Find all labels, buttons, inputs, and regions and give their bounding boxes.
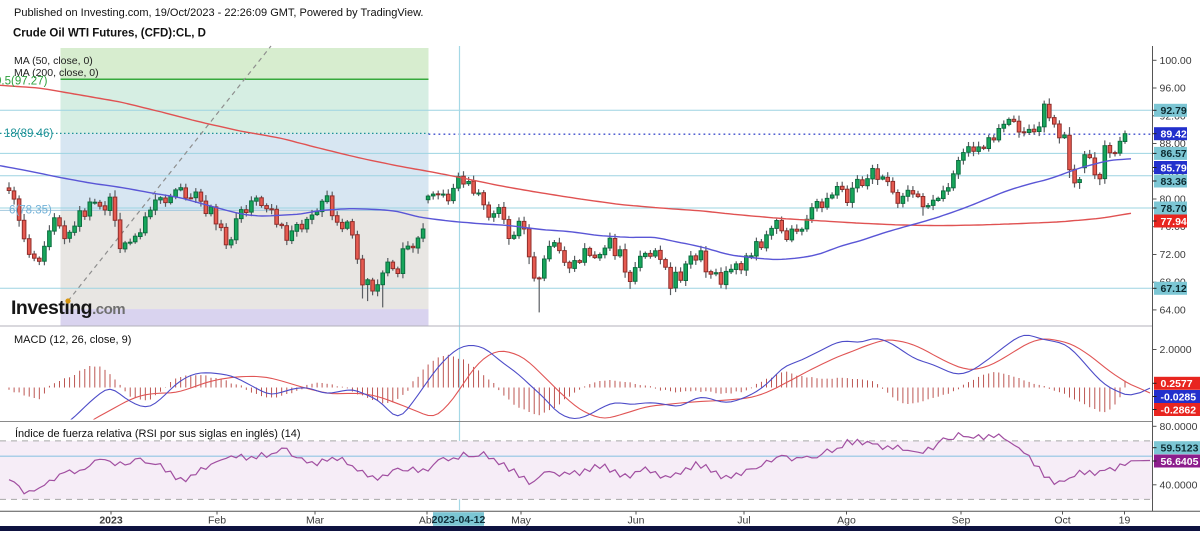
svg-text:Ago: Ago — [837, 515, 856, 527]
svg-text:Jul: Jul — [737, 515, 750, 527]
svg-text:6(78.35): 6(78.35) — [9, 205, 52, 217]
svg-text:Abr: Abr — [419, 515, 436, 527]
svg-text:Feb: Feb — [208, 515, 226, 527]
svg-text:-0.2862: -0.2862 — [1161, 404, 1197, 416]
svg-text:85.79: 85.79 — [1161, 162, 1187, 174]
svg-text:MA (50, close, 0): MA (50, close, 0) — [14, 55, 93, 67]
svg-text:56.6405: 56.6405 — [1161, 456, 1199, 468]
svg-text:Investing.com: Investing.com — [11, 297, 125, 319]
svg-text:Jun: Jun — [628, 515, 645, 527]
svg-text:Índice de fuerza relativa (RSI: Índice de fuerza relativa (RSI por sus s… — [15, 427, 301, 440]
svg-text:40.0000: 40.0000 — [1160, 479, 1198, 491]
svg-text:78.70: 78.70 — [1161, 203, 1187, 215]
svg-text:96.00: 96.00 — [1160, 83, 1186, 95]
svg-text:2023: 2023 — [99, 515, 123, 527]
svg-text:2.0000: 2.0000 — [1160, 344, 1192, 356]
svg-text:Mar: Mar — [306, 515, 325, 527]
svg-text:Published on Investing.com, 19: Published on Investing.com, 19/Oct/2023 … — [14, 7, 423, 19]
svg-text:86.57: 86.57 — [1161, 148, 1187, 160]
svg-text:89.42: 89.42 — [1161, 129, 1187, 141]
svg-text:MACD (12, 26, close, 9): MACD (12, 26, close, 9) — [14, 334, 131, 346]
svg-text:92.79: 92.79 — [1161, 105, 1187, 117]
svg-text:83.36: 83.36 — [1161, 176, 1187, 188]
svg-text:100.00: 100.00 — [1160, 55, 1192, 67]
svg-text:19: 19 — [1119, 515, 1131, 527]
svg-text:77.94: 77.94 — [1161, 216, 1187, 228]
svg-text:0.2577: 0.2577 — [1161, 378, 1193, 390]
svg-text:-0.0285: -0.0285 — [1161, 391, 1197, 403]
svg-text:18(89.46): 18(89.46) — [4, 128, 53, 140]
svg-text:Sep: Sep — [952, 515, 971, 527]
svg-text:80.0000: 80.0000 — [1160, 421, 1198, 433]
svg-text:2023-04-12: 2023-04-12 — [432, 514, 486, 526]
svg-text:Crude Oil WTI Futures, (CFD):C: Crude Oil WTI Futures, (CFD):CL, D — [13, 28, 206, 40]
svg-text:67.12: 67.12 — [1161, 283, 1187, 295]
svg-text:May: May — [511, 515, 532, 527]
svg-text:64.00: 64.00 — [1160, 304, 1186, 316]
svg-text:Oct: Oct — [1054, 515, 1070, 527]
svg-text:MA (200, close, 0): MA (200, close, 0) — [14, 67, 99, 79]
svg-text:72.00: 72.00 — [1160, 249, 1186, 261]
svg-text:0.5(97.27): 0.5(97.27) — [0, 76, 48, 88]
svg-text:59.5123: 59.5123 — [1161, 443, 1199, 455]
